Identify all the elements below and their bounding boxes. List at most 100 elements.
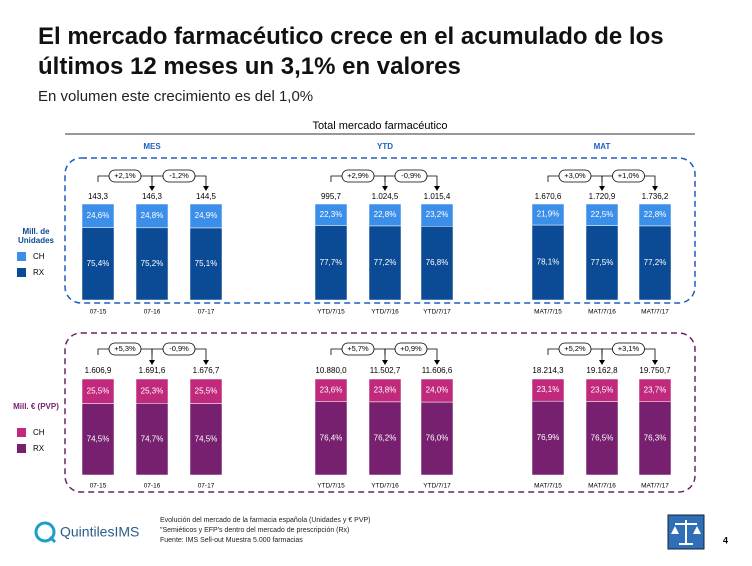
bar-segment [368, 378, 402, 403]
bar-segment [135, 403, 169, 476]
bar-segment [368, 401, 402, 476]
footnote: Evolución del mercado de la farmacia esp… [160, 517, 371, 524]
value-label: 22,8% [374, 210, 397, 219]
value-label: 23,7% [644, 385, 667, 394]
growth-label: -0,9% [401, 171, 421, 180]
x-tick-label: MAT/7/15 [534, 309, 562, 316]
x-tick-label: YTD/7/17 [423, 483, 451, 490]
x-tick-label: MAT/7/17 [641, 483, 669, 490]
growth-label: +1,0% [618, 171, 640, 180]
bar-segment [135, 203, 169, 229]
logo-text: QuintilesIMS [60, 524, 139, 540]
total-label: 18.214,3 [532, 366, 564, 375]
growth-label: +2,1% [114, 171, 136, 180]
value-label: 75,1% [195, 259, 218, 268]
bar-segment [81, 403, 115, 476]
bar-segment [135, 378, 169, 404]
x-tick-label: 07-15 [90, 309, 107, 316]
group-box [64, 332, 696, 493]
total-label: 146,3 [142, 192, 163, 201]
bar-segment [314, 203, 348, 226]
bar-segment [420, 378, 454, 403]
growth-label: -1,2% [169, 171, 189, 180]
value-label: 24,8% [141, 211, 164, 220]
value-label: 78,1% [537, 258, 560, 267]
growth-pill [394, 169, 428, 183]
bar-segment [585, 225, 619, 301]
bar-segment [135, 227, 169, 301]
value-label: 75,2% [141, 259, 164, 268]
value-label: 77,7% [320, 258, 343, 267]
arrow-head [203, 186, 209, 191]
growth-pill [108, 169, 142, 183]
footnotes: Evolución del mercado de la farmacia esp… [160, 516, 371, 546]
value-label: 76,9% [537, 433, 560, 442]
total-label: 144,5 [196, 192, 217, 201]
bar-segment [638, 378, 672, 403]
value-label: 74,7% [141, 434, 164, 443]
arrow-head [652, 360, 658, 365]
legend-label: CH [33, 428, 45, 437]
bar-segment [585, 378, 619, 402]
value-label: 24,9% [195, 211, 218, 220]
value-label: 22,5% [591, 210, 614, 219]
value-label: 77,2% [644, 258, 667, 267]
group-title: YTD [377, 142, 393, 151]
value-label: 25,5% [87, 386, 110, 395]
value-label: 22,3% [320, 210, 343, 219]
growth-pill [394, 342, 428, 356]
legend-label: RX [33, 268, 45, 277]
group-title: MES [143, 142, 161, 151]
total-label: 1.736,2 [642, 192, 669, 201]
value-label: 24,6% [87, 211, 110, 220]
slide-title: El mercado farmacéutico crece en el acum… [38, 23, 664, 80]
growth-pill [162, 342, 196, 356]
legend-swatch [17, 268, 26, 277]
row-label: Mill. € (PVP) [13, 402, 59, 411]
value-label: 21,9% [537, 210, 560, 219]
arrow-head [149, 360, 155, 365]
bar-segment [368, 225, 402, 301]
legend-label: CH [33, 252, 45, 261]
bar-segment [531, 378, 565, 402]
value-label: 76,3% [644, 433, 667, 442]
subtitle: En volumen este crecimiento es del 1,0% [38, 88, 314, 105]
x-tick-label: 07-17 [198, 309, 215, 316]
bar-segment [368, 203, 402, 227]
value-label: 76,4% [320, 433, 343, 442]
value-label: 77,5% [591, 258, 614, 267]
total-label: 1.015,4 [424, 192, 451, 201]
growth-pill [558, 342, 592, 356]
group-title: MAT [594, 142, 611, 151]
total-label: 19.750,7 [639, 366, 671, 375]
bar-segment [81, 378, 115, 404]
total-label: 11.502,7 [370, 366, 401, 375]
footnote: Fuente: IMS Sell-out Muestra 5.000 farma… [160, 537, 303, 544]
bar-segment [638, 225, 672, 301]
bar-segment [638, 203, 672, 227]
growth-pill [108, 342, 142, 356]
value-label: 74,5% [87, 434, 110, 443]
x-tick-label: 07-16 [144, 483, 161, 490]
bar-segment [189, 378, 223, 404]
footnote: "Semiéticos y EFP's dentro del mercado d… [160, 527, 350, 534]
arrow-head [382, 360, 388, 365]
arrow-head [652, 186, 658, 191]
growth-pill [558, 169, 592, 183]
value-label: 23,2% [426, 210, 449, 219]
growth-pill [162, 169, 196, 183]
x-tick-label: YTD/7/16 [371, 309, 399, 316]
total-label: 10.880,0 [315, 366, 347, 375]
bar-segment [531, 224, 565, 301]
bar-segment [81, 203, 115, 228]
total-label: 1.606,9 [85, 366, 112, 375]
total-label: 143,3 [88, 192, 109, 201]
x-tick-label: 07-15 [90, 483, 107, 490]
legend-label: RX [33, 444, 45, 453]
total-label: 1.024,5 [372, 192, 399, 201]
x-tick-label: 07-17 [198, 483, 215, 490]
x-tick-label: 07-16 [144, 309, 161, 316]
value-label: 22,8% [644, 210, 667, 219]
bar-segment [585, 401, 619, 476]
